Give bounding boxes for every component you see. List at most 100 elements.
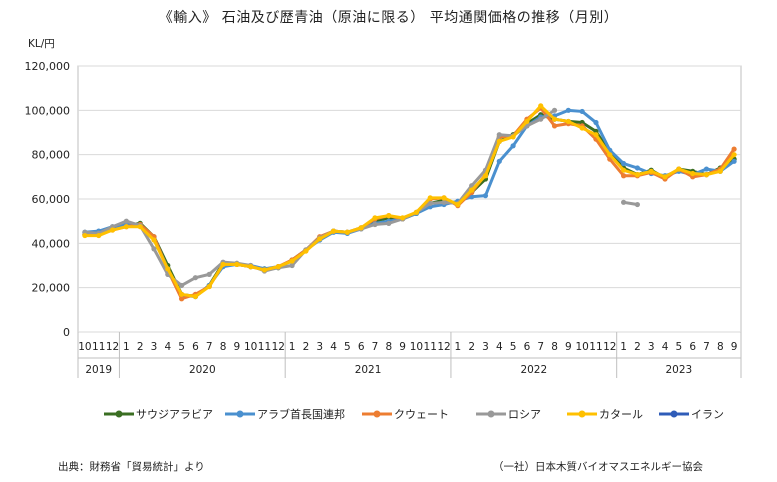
x-month-label: 6 bbox=[524, 341, 531, 353]
data-point bbox=[510, 134, 516, 140]
x-axis: 10 11 12 1 2 3 4 5 6 7 8 9 10 11 12 1 2 3 4 5 6 7 8 9 10 11 12 1 2 3 4… bbox=[77, 332, 742, 378]
data-point bbox=[551, 116, 558, 122]
x-month-label: 1 bbox=[455, 341, 462, 353]
data-point bbox=[275, 264, 281, 270]
x-year-label: 2020 bbox=[189, 364, 216, 376]
data-point bbox=[676, 166, 682, 172]
data-point bbox=[620, 160, 627, 167]
x-month-label: 10 bbox=[410, 341, 423, 353]
x-month-label: 5 bbox=[676, 341, 683, 353]
data-point bbox=[261, 267, 268, 273]
x-month-label: 8 bbox=[717, 341, 724, 353]
x-month-label: 9 bbox=[234, 341, 241, 353]
x-month-label: 2 bbox=[468, 341, 475, 353]
x-month-label: 12 bbox=[603, 341, 616, 353]
data-point bbox=[441, 195, 447, 201]
x-month-label: 6 bbox=[689, 341, 696, 353]
data-point bbox=[372, 221, 378, 228]
series-カタール bbox=[82, 103, 737, 300]
data-point bbox=[220, 261, 226, 267]
y-tick-label: 20,000 bbox=[32, 282, 71, 295]
data-point bbox=[289, 262, 295, 269]
x-month-label: 4 bbox=[496, 341, 503, 353]
legend-label: アラブ首長国連邦 bbox=[257, 407, 345, 421]
x-year-label: 2021 bbox=[355, 364, 382, 376]
data-point bbox=[317, 236, 323, 242]
data-point bbox=[178, 282, 185, 289]
legend-marker bbox=[578, 410, 586, 418]
y-axis-ticks: 0 20,000 40,000 60,000 80,000 100,000 120,000 bbox=[25, 60, 71, 339]
data-point bbox=[565, 107, 571, 113]
data-point bbox=[482, 173, 489, 179]
x-month-label: 7 bbox=[537, 341, 544, 353]
x-year-label: 2019 bbox=[85, 364, 112, 376]
x-month-label: 12 bbox=[272, 341, 285, 353]
x-month-label: 11 bbox=[589, 341, 602, 353]
x-month-label: 9 bbox=[565, 341, 572, 353]
legend-entry: アラブ首長国連邦 bbox=[225, 407, 345, 421]
data-point bbox=[123, 218, 129, 224]
data-point bbox=[455, 201, 461, 208]
series-lines bbox=[82, 103, 737, 302]
x-month-label: 12 bbox=[106, 341, 119, 353]
x-month-label: 9 bbox=[399, 341, 406, 353]
source-note: 出典：財務省「貿易統計」より bbox=[58, 461, 205, 473]
data-point bbox=[248, 264, 254, 270]
data-point bbox=[358, 225, 364, 231]
data-point bbox=[137, 224, 143, 230]
data-point bbox=[192, 293, 199, 300]
x-month-label: 10 bbox=[244, 341, 257, 353]
data-point bbox=[427, 195, 433, 201]
data-point bbox=[690, 170, 696, 177]
x-year-label: 2023 bbox=[665, 364, 692, 376]
data-point bbox=[620, 199, 627, 205]
data-point bbox=[731, 158, 737, 164]
legend-label: ロシア bbox=[508, 408, 541, 421]
x-month-label: 2 bbox=[137, 341, 144, 353]
legend-entry: サウジアラビア bbox=[104, 408, 213, 421]
data-point bbox=[538, 103, 544, 109]
data-point bbox=[620, 173, 627, 179]
data-point bbox=[372, 215, 378, 221]
x-month-label: 8 bbox=[385, 341, 392, 353]
data-point bbox=[109, 227, 116, 233]
x-month-label: 6 bbox=[192, 341, 199, 353]
data-point bbox=[551, 107, 558, 113]
legend: サウジアラビア アラブ首長国連邦 クウェート ロシア カタール イラン bbox=[104, 407, 724, 421]
data-point bbox=[510, 143, 516, 149]
data-point bbox=[427, 200, 433, 207]
legend-marker bbox=[670, 410, 678, 418]
y-tick-label: 0 bbox=[63, 326, 70, 339]
data-point bbox=[330, 228, 337, 234]
legend-marker bbox=[487, 410, 495, 418]
data-point bbox=[731, 152, 737, 158]
data-point bbox=[703, 166, 710, 172]
x-month-label: 6 bbox=[358, 341, 365, 353]
x-month-label: 1 bbox=[620, 341, 627, 353]
x-month-label: 3 bbox=[151, 341, 158, 353]
data-point bbox=[496, 132, 502, 138]
x-month-label: 1 bbox=[123, 341, 130, 353]
x-month-label: 2 bbox=[634, 341, 641, 353]
y-tick-label: 40,000 bbox=[32, 237, 71, 250]
y-tick-label: 100,000 bbox=[25, 104, 71, 117]
y-tick-label: 80,000 bbox=[32, 149, 71, 162]
y-tick-label: 120,000 bbox=[25, 60, 71, 73]
legend-label: サウジアラビア bbox=[136, 408, 213, 421]
legend-marker bbox=[115, 410, 123, 418]
data-point bbox=[151, 237, 157, 243]
x-month-label: 4 bbox=[662, 341, 669, 353]
x-month-label: 10 bbox=[78, 341, 91, 353]
x-month-label: 1 bbox=[289, 341, 296, 353]
data-point bbox=[634, 165, 641, 171]
data-point bbox=[717, 168, 723, 174]
x-month-label: 12 bbox=[437, 341, 450, 353]
data-point bbox=[538, 116, 544, 122]
legend-marker bbox=[236, 410, 244, 418]
data-point bbox=[82, 232, 88, 239]
data-point bbox=[234, 261, 240, 267]
data-point bbox=[496, 158, 502, 164]
data-point bbox=[206, 271, 212, 277]
data-point bbox=[731, 146, 737, 152]
data-point bbox=[634, 201, 641, 208]
